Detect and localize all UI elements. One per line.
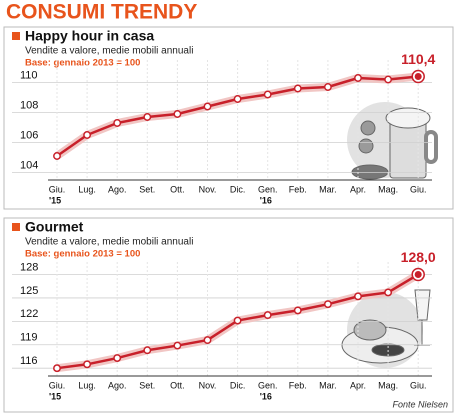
x-tick-label: Ott.	[170, 184, 185, 194]
x-tick-label: Nov.	[199, 380, 217, 390]
marker	[384, 288, 393, 297]
y-tick-label: 122	[20, 308, 38, 320]
marker	[113, 354, 122, 362]
chart-title: Happy hour in casa	[25, 28, 154, 44]
marker	[233, 316, 242, 325]
y-tick-label: 110	[20, 69, 38, 81]
value-label: 128,0	[401, 249, 436, 265]
panel	[3, 217, 454, 413]
marker	[263, 311, 272, 320]
beer-icon	[347, 102, 438, 180]
x-tick-label: Gen.	[258, 184, 278, 194]
base-note: Base: gennaio 2013 = 100	[25, 58, 140, 69]
x-tick-label: Dic.	[230, 184, 246, 194]
marker	[263, 90, 272, 99]
x-tick-label: Giu.	[49, 184, 66, 194]
marker	[233, 95, 242, 103]
x-tick-label: Mar.	[319, 380, 337, 390]
marker	[53, 364, 61, 373]
y-tick-label: 104	[20, 159, 38, 171]
y-tick-label: 108	[20, 99, 38, 111]
chart-title: Gourmet	[25, 219, 84, 235]
marker	[173, 341, 182, 350]
x-tick-label: Ago.	[108, 184, 127, 194]
food-icon	[341, 289, 431, 368]
x-tick-label: Feb.	[289, 184, 307, 194]
marker-core	[414, 270, 422, 278]
marker	[293, 306, 302, 315]
y-tick-label: 119	[20, 332, 38, 344]
marker	[384, 75, 393, 84]
chart-subtitle: Vendite a valore, medie mobili annuali	[25, 237, 193, 248]
marker	[143, 113, 152, 121]
y-tick-label: 125	[20, 285, 38, 297]
x-tick-label: Gen.	[258, 380, 278, 390]
x-tick-label: Apr.	[350, 380, 366, 390]
base-note: Base: gennaio 2013 = 100	[25, 249, 140, 260]
value-label: 110,4	[401, 51, 435, 67]
x-tick-label: Apr.	[350, 184, 366, 194]
x-tick-label: Feb.	[289, 380, 307, 390]
x-tick-label: Mar.	[319, 184, 337, 194]
x-tick-label: Set.	[139, 184, 155, 194]
marker	[323, 83, 332, 91]
chart-subtitle: Vendite a valore, medie mobili annuali	[25, 46, 193, 57]
panel	[3, 26, 454, 210]
marker	[113, 119, 122, 127]
page-title: CONSUMI TRENDY	[6, 1, 197, 24]
x-tick-label: Mag.	[378, 184, 398, 194]
marker	[203, 336, 212, 345]
x-tick-label: Ago.	[108, 380, 127, 390]
marker	[143, 346, 152, 355]
x-year-label: '16	[260, 391, 272, 401]
x-tick-label: Nov.	[199, 184, 217, 194]
x-year-label: '15	[49, 391, 61, 401]
x-tick-label: Lug.	[78, 184, 96, 194]
x-tick-label: Giu.	[49, 380, 66, 390]
x-tick-label: Giu.	[410, 380, 427, 390]
x-tick-label: Lug.	[78, 380, 96, 390]
x-tick-label: Dic.	[230, 380, 246, 390]
marker-core	[414, 73, 422, 80]
title-square	[12, 32, 20, 40]
source: Fonte Nielsen	[392, 399, 448, 409]
marker	[203, 102, 212, 111]
x-tick-label: Giu.	[410, 184, 427, 194]
marker	[53, 152, 61, 160]
marker	[323, 300, 332, 309]
marker	[83, 131, 92, 139]
marker	[83, 360, 92, 369]
x-year-label: '16	[260, 195, 272, 205]
y-tick-label: 106	[20, 129, 38, 141]
marker	[173, 110, 182, 118]
title-square	[12, 223, 20, 231]
y-tick-label: 116	[20, 355, 38, 367]
marker	[293, 84, 302, 93]
y-tick-label: 128	[20, 261, 38, 273]
x-tick-label: Mag.	[378, 380, 398, 390]
x-year-label: '15	[49, 195, 61, 205]
marker	[354, 292, 362, 301]
marker	[354, 74, 362, 82]
x-tick-label: Ott.	[170, 380, 185, 390]
x-tick-label: Set.	[139, 380, 155, 390]
